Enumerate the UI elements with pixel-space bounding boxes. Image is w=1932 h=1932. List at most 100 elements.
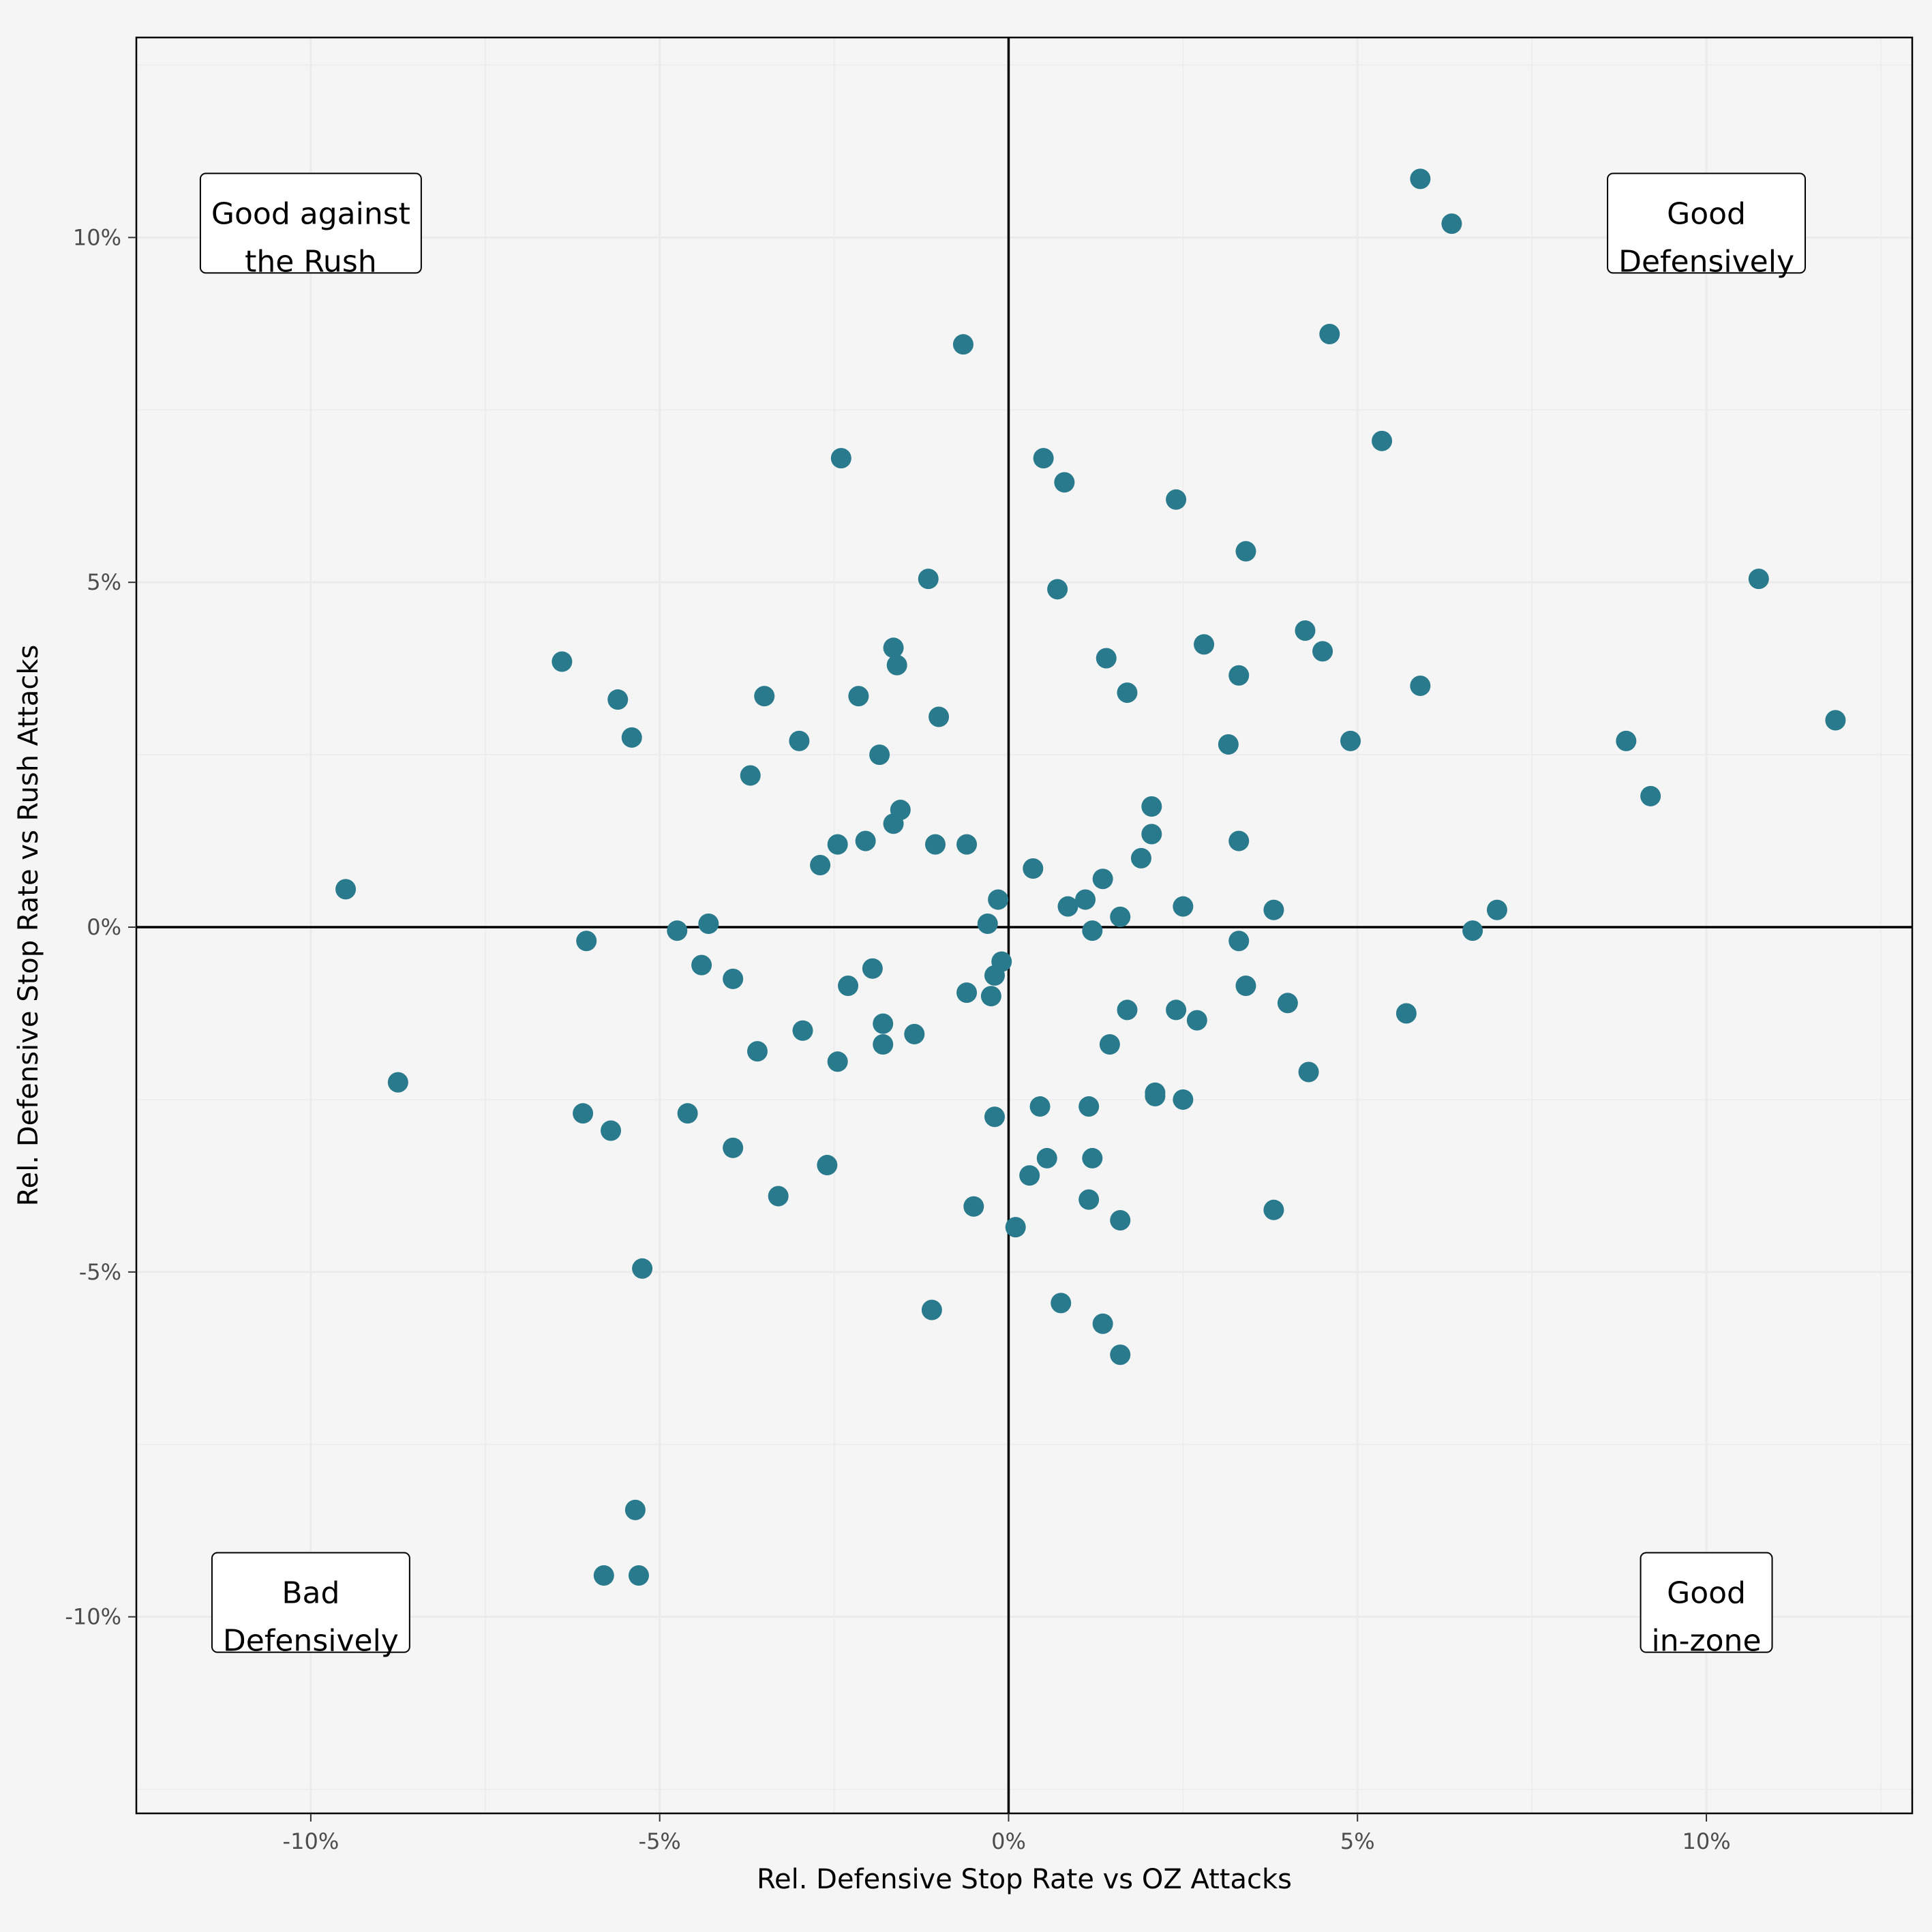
data-point <box>1166 489 1187 510</box>
data-point <box>984 965 1005 986</box>
data-point <box>873 1013 894 1034</box>
data-point <box>1295 620 1316 642</box>
data-point <box>1173 896 1194 917</box>
data-point <box>924 834 946 855</box>
data-point <box>838 976 859 997</box>
data-point <box>1441 213 1462 235</box>
data-point <box>1298 1061 1319 1083</box>
data-point <box>1410 675 1431 696</box>
data-point <box>848 686 869 707</box>
data-point <box>830 448 851 469</box>
data-point <box>1235 976 1256 997</box>
data-point <box>1263 899 1284 920</box>
data-point <box>977 913 998 934</box>
data-point <box>1019 1165 1040 1186</box>
data-point <box>1186 1010 1207 1031</box>
quadrant-label-top-right: Good Defensively <box>1607 172 1807 279</box>
data-point <box>1078 1189 1100 1210</box>
data-point <box>1825 710 1846 731</box>
data-point <box>1082 1147 1103 1168</box>
data-point <box>552 651 573 672</box>
quadrant-label-box <box>211 1552 410 1653</box>
data-point <box>740 765 761 786</box>
data-point <box>886 654 907 676</box>
quadrant-label-top-left: Good against the Rush <box>199 172 422 279</box>
data-point <box>956 834 978 855</box>
data-point <box>1005 1217 1026 1238</box>
data-point <box>1277 993 1298 1014</box>
data-point <box>1036 1147 1057 1168</box>
reference-lines <box>136 37 1912 1813</box>
data-point <box>1075 889 1096 910</box>
data-point <box>1110 1209 1131 1231</box>
quadrant-label-text: Good against <box>211 196 410 231</box>
data-point <box>1110 1344 1131 1365</box>
data-point <box>1235 541 1256 562</box>
data-point <box>1166 999 1187 1021</box>
data-point <box>1023 858 1044 879</box>
quadrant-label-box <box>199 172 422 274</box>
data-point <box>698 913 719 934</box>
x-tick-label: -5% <box>639 1828 681 1854</box>
quadrant-label-text: Good <box>1667 1576 1746 1611</box>
y-tick-label: 5% <box>87 569 121 595</box>
data-point <box>1263 1199 1284 1220</box>
data-point <box>1054 472 1075 493</box>
data-point <box>628 1565 649 1586</box>
data-point <box>1194 634 1215 655</box>
data-point <box>593 1565 614 1586</box>
data-point <box>1051 1293 1072 1314</box>
data-point <box>1130 847 1151 869</box>
data-point <box>817 1155 838 1176</box>
data-point <box>862 958 883 979</box>
data-point <box>1395 1003 1417 1024</box>
y-tick-label: 0% <box>87 914 121 940</box>
data-point <box>1078 1096 1100 1117</box>
y-tick-label: -10% <box>65 1604 121 1630</box>
data-point <box>1410 168 1431 190</box>
quadrant-label-bottom-right: Good in-zone <box>1640 1552 1773 1659</box>
data-point <box>918 569 939 590</box>
data-point <box>810 854 831 875</box>
data-point <box>1092 869 1113 890</box>
data-point <box>1141 824 1162 845</box>
data-point <box>387 1072 408 1093</box>
y-tick-label: 10% <box>73 224 121 250</box>
data-point <box>980 986 1001 1007</box>
data-point <box>921 1299 942 1320</box>
data-point <box>929 706 950 727</box>
quadrant-label-text: Defensively <box>1618 244 1794 279</box>
quadrant-label-bottom-left: Bad Defensively <box>211 1552 410 1659</box>
data-points <box>335 168 1846 1586</box>
data-point <box>1047 579 1068 600</box>
data-point <box>1462 920 1483 941</box>
quadrant-label-box <box>1607 172 1807 274</box>
data-point <box>1748 569 1769 590</box>
data-point <box>723 1137 744 1158</box>
data-point <box>873 1034 894 1055</box>
data-point <box>1141 796 1162 817</box>
data-point <box>1173 1089 1194 1110</box>
data-point <box>1228 665 1250 686</box>
quadrant-label-box <box>1640 1552 1773 1653</box>
x-axis-title: Rel. Defensive Stop Rate vs OZ Attacks <box>757 1864 1292 1895</box>
data-point <box>1145 1085 1166 1106</box>
data-point <box>1486 899 1507 920</box>
data-point <box>984 1106 1005 1128</box>
data-point <box>691 954 712 976</box>
data-point <box>1312 641 1333 662</box>
data-point <box>1372 430 1393 451</box>
data-point <box>1340 730 1361 751</box>
panel-border <box>135 36 1914 1815</box>
quadrant-label-text: the Rush <box>245 244 377 279</box>
data-point <box>1117 682 1138 704</box>
y-axis-title: Rel. Defensive Stop Rate vs Rush Attacks <box>13 645 44 1207</box>
data-point <box>827 1051 848 1072</box>
data-point <box>789 730 810 751</box>
data-point <box>573 1103 594 1124</box>
x-tick-label: 0% <box>991 1828 1026 1854</box>
quadrant-label-text: Good <box>1667 196 1746 231</box>
data-point <box>624 1499 646 1520</box>
y-tick-label: -5% <box>79 1259 121 1285</box>
data-point <box>1099 1034 1120 1055</box>
